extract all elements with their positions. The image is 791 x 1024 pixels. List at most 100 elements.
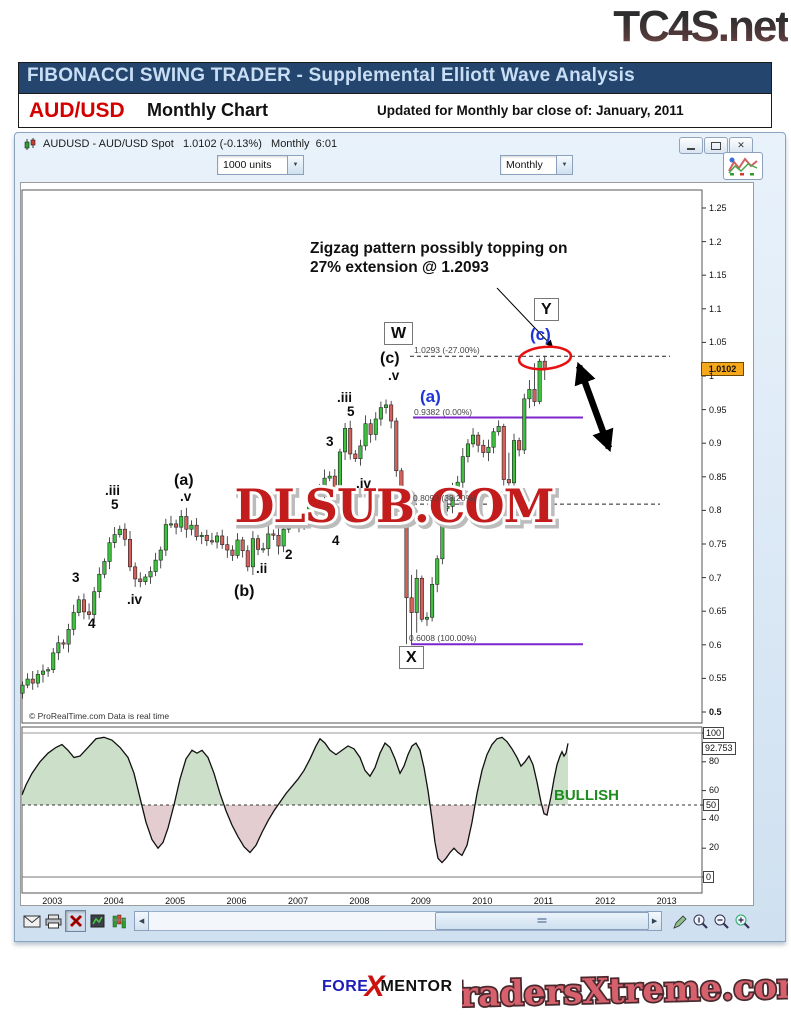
chevron-down-icon[interactable]: ▼ bbox=[287, 156, 303, 174]
wave-label: 5 bbox=[347, 404, 355, 419]
wave-label: 2 bbox=[285, 547, 293, 562]
oscillator-tick-label: 50 bbox=[703, 799, 720, 811]
wave-label: 4 bbox=[332, 533, 340, 548]
timeframe-dropdown-value: Monthly bbox=[506, 159, 543, 171]
zoom-in-button[interactable] bbox=[734, 911, 752, 931]
wave-label: W bbox=[384, 322, 414, 345]
magnifier-minus-icon bbox=[714, 914, 729, 929]
oscillator-tick-label: 40 bbox=[709, 813, 720, 824]
wave-label: (c) bbox=[380, 350, 400, 367]
price-tick-label: 0.65 bbox=[709, 606, 727, 617]
maximize-button[interactable] bbox=[704, 137, 728, 154]
fib-level-label: 0.8093 (38.20%) bbox=[413, 493, 476, 504]
thumb-grip-icon bbox=[537, 918, 547, 920]
minimize-button[interactable] bbox=[679, 137, 703, 154]
oscillator-value-tag: 92.753 bbox=[702, 742, 736, 755]
bottom-toolbar: ◀ ▶ bbox=[20, 906, 752, 936]
email-button[interactable] bbox=[23, 911, 41, 931]
stop-refresh-button[interactable] bbox=[65, 910, 86, 932]
year-label: 2007 bbox=[287, 896, 308, 906]
printer-icon bbox=[45, 914, 62, 928]
fib-level-label: 0.9382 (0.00%) bbox=[414, 406, 473, 417]
units-dropdown[interactable]: 1000 units ▼ bbox=[217, 155, 304, 175]
red-x-icon bbox=[69, 914, 82, 928]
tradersxtreme-logo: TradersXtreme.com bbox=[462, 964, 788, 1017]
price-tick-label: 1.25 bbox=[709, 203, 727, 213]
report-header: FIBONACCI SWING TRADER - Supplemental El… bbox=[18, 62, 772, 128]
window-titlebar[interactable]: AUDUSD - AUD/USD Spot 1.0102 (-0.13%) Mo… bbox=[15, 133, 785, 155]
pencil-icon bbox=[672, 914, 687, 929]
chart-card bbox=[20, 182, 754, 906]
wave-label: Y bbox=[534, 298, 559, 321]
annotation-line1: Zigzag pattern possibly topping on bbox=[310, 240, 568, 257]
wave-label: .ii bbox=[256, 561, 268, 576]
price-tick-label: 1.1 bbox=[709, 303, 722, 314]
zoom-select-button[interactable] bbox=[691, 911, 709, 931]
price-tick-label: 0.8 bbox=[709, 505, 722, 516]
window-title: AUDUSD - AUD/USD Spot 1.0102 (-0.13%) Mo… bbox=[43, 138, 338, 150]
year-label: 2010 bbox=[472, 896, 493, 906]
chevron-down-icon[interactable]: ▼ bbox=[556, 156, 572, 174]
wave-label: (a) bbox=[420, 387, 441, 406]
candle-bars-icon bbox=[111, 914, 126, 928]
bullish-label: BULLISH bbox=[554, 787, 619, 804]
scroll-left-button[interactable]: ◀ bbox=[134, 911, 150, 931]
price-tick-label: 1.15 bbox=[709, 270, 727, 281]
forexmentor-mentor: MENTOR bbox=[380, 978, 453, 995]
magnifier-select-icon bbox=[693, 914, 708, 929]
titlebar-candle-icon bbox=[24, 138, 36, 150]
price-tick-label: 0.55 bbox=[709, 673, 727, 684]
close-icon: ✕ bbox=[737, 140, 745, 150]
scroll-right-button[interactable]: ▶ bbox=[647, 911, 663, 931]
year-label: 2013 bbox=[656, 896, 677, 906]
wave-label: (b) bbox=[234, 583, 255, 600]
wave-label: 3 bbox=[72, 570, 80, 585]
chart-style-icon bbox=[728, 157, 758, 176]
chart-type-label: Monthly Chart bbox=[147, 100, 268, 120]
draw-button[interactable] bbox=[670, 911, 688, 931]
units-dropdown-value: 1000 units bbox=[223, 159, 272, 171]
price-tick-label: 0.9 bbox=[709, 438, 722, 449]
oscillator-tick-label: 20 bbox=[709, 842, 720, 853]
wave-label: X bbox=[399, 646, 424, 669]
timeframe-dropdown[interactable]: Monthly ▼ bbox=[500, 155, 573, 175]
year-label: 2004 bbox=[103, 896, 124, 906]
close-button[interactable]: ✕ bbox=[729, 137, 753, 154]
wave-label: 4 bbox=[88, 616, 96, 631]
report-title-bar: FIBONACCI SWING TRADER - Supplemental El… bbox=[19, 63, 771, 94]
price-tick-label: 0.75 bbox=[709, 539, 727, 549]
fib-level-label: 0.6008 (100.00%) bbox=[409, 633, 477, 644]
wave-label: .iii bbox=[337, 390, 353, 405]
wave-label: 5 bbox=[111, 497, 119, 512]
wave-label: .iii bbox=[105, 483, 121, 498]
snapshot-button[interactable] bbox=[89, 911, 107, 931]
year-label: 2008 bbox=[349, 896, 370, 906]
pair-label: AUD/USD bbox=[29, 98, 125, 122]
print-button[interactable] bbox=[44, 911, 62, 931]
price-tick-label: 0.5 bbox=[709, 707, 722, 717]
price-tick-label: 0.7 bbox=[709, 572, 722, 583]
price-tick-label: 0.85 bbox=[709, 471, 727, 482]
dark-chart-icon bbox=[90, 914, 105, 928]
tradersxtreme-text: TradersXtreme.com bbox=[462, 966, 788, 1016]
copyright-note: © ProRealTime.com Data is real time bbox=[29, 711, 170, 721]
update-note: Updated for Monthly bar close of: Januar… bbox=[377, 103, 684, 118]
wave-label: .iv bbox=[356, 476, 372, 491]
year-label: 2003 bbox=[42, 896, 63, 906]
wave-label: .v bbox=[388, 368, 400, 383]
year-label: 2006 bbox=[226, 896, 247, 906]
scrollbar-track[interactable] bbox=[149, 911, 650, 931]
wave-label: 3 bbox=[326, 434, 334, 449]
positions-button[interactable] bbox=[110, 911, 128, 931]
zoom-out-button[interactable] bbox=[713, 911, 731, 931]
annotation-note: Zigzag pattern possibly topping on 27% e… bbox=[310, 240, 580, 277]
wave-label: (c) bbox=[530, 325, 551, 344]
maximize-icon bbox=[711, 141, 721, 150]
scrollbar-thumb[interactable] bbox=[435, 912, 650, 930]
price-tick-label: 0.95 bbox=[709, 404, 727, 415]
chart-style-button[interactable] bbox=[723, 152, 763, 180]
envelope-icon bbox=[23, 915, 41, 928]
forexmentor-logo: FORE X MENTOR bbox=[322, 970, 453, 1003]
price-tick-label: 1.05 bbox=[709, 337, 727, 348]
